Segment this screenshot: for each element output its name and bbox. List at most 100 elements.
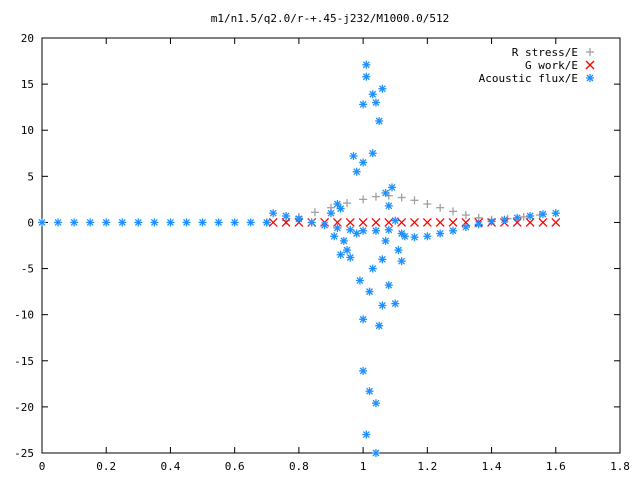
data-point (349, 152, 358, 161)
data-point (118, 218, 127, 227)
data-point (519, 212, 528, 221)
data-point (70, 218, 79, 227)
legend-marker (586, 74, 594, 82)
data-point (262, 218, 271, 227)
data-point (436, 229, 445, 238)
data-point (371, 449, 380, 457)
x-tick-label: 0 (39, 460, 46, 473)
data-point (333, 223, 342, 232)
data-point (551, 217, 561, 227)
data-point (461, 211, 470, 220)
data-point (500, 215, 509, 224)
x-tick-label: 1.6 (546, 460, 566, 473)
data-point (368, 149, 377, 158)
data-point (358, 217, 368, 227)
x-tick-label: 1 (360, 460, 367, 473)
x-tick-label: 0.2 (96, 460, 116, 473)
data-point (282, 211, 291, 220)
data-point (423, 200, 432, 208)
data-point (346, 253, 355, 262)
data-point (449, 226, 458, 235)
x-tick-label: 1.4 (482, 460, 502, 473)
data-point (551, 209, 560, 218)
x-tick-label: 1.2 (417, 460, 437, 473)
data-point (378, 84, 387, 93)
data-point (538, 210, 547, 219)
data-point (343, 199, 352, 208)
data-point (384, 281, 393, 290)
data-point (330, 232, 339, 241)
data-point (365, 287, 374, 296)
data-point (359, 366, 368, 375)
data-point (333, 200, 342, 208)
y-tick-label: -25 (14, 447, 34, 460)
data-point (352, 229, 361, 238)
plot-frame (41, 37, 621, 454)
data-point (320, 221, 329, 230)
data-point (371, 226, 380, 235)
data-point (410, 233, 419, 242)
data-point (365, 387, 374, 396)
data-point (423, 232, 432, 241)
data-point (346, 225, 355, 234)
data-point (362, 60, 371, 69)
data-point (214, 218, 223, 227)
data-point (336, 204, 345, 213)
data-point (400, 232, 409, 241)
data-point (381, 188, 390, 197)
y-tick-label: -5 (21, 263, 34, 276)
series-2 (38, 60, 560, 457)
y-tick-label: -15 (14, 355, 34, 368)
data-point (230, 218, 239, 227)
data-point (359, 100, 368, 109)
data-point (388, 183, 397, 192)
data-point (166, 218, 175, 227)
legend-label: Acoustic flux/E (479, 72, 578, 85)
data-point (526, 211, 535, 220)
legend-label: R stress/E (512, 46, 578, 59)
data-point (359, 158, 368, 167)
data-point (352, 167, 361, 176)
y-tick-label: 10 (21, 124, 34, 137)
data-point (269, 209, 278, 218)
data-point (410, 217, 419, 227)
data-point (375, 321, 384, 330)
data-point (362, 430, 371, 439)
data-point (246, 218, 255, 227)
data-point (422, 217, 432, 227)
data-point (294, 214, 303, 223)
x-axis: 0 0.2 0.4 0.6 0.8 1 1.2 1.4 1.6 1.8 (39, 38, 630, 473)
data-point (371, 399, 380, 408)
x-tick-label: 0.4 (161, 460, 181, 473)
data-point (435, 217, 445, 227)
data-point (448, 217, 458, 227)
data-point (182, 218, 191, 227)
data-point (384, 217, 394, 227)
data-point (339, 236, 348, 245)
data-point (281, 217, 291, 227)
chart-title: m1/n1.5/q2.0/r-+.45-j232/M1000.0/512 (211, 12, 449, 25)
y-tick-label: -10 (14, 309, 34, 322)
data-point (384, 225, 393, 234)
data-point (336, 250, 345, 259)
data-point (134, 218, 143, 227)
y-tick-label: 0 (27, 216, 34, 229)
x-tick-label: 0.6 (225, 460, 245, 473)
data-point (359, 226, 368, 235)
data-point (394, 246, 403, 255)
data-point (397, 217, 407, 227)
data-point (525, 217, 535, 227)
data-point (307, 218, 316, 227)
data-point (268, 217, 278, 227)
data-point (410, 196, 419, 205)
x-tick-label: 1.8 (610, 460, 630, 473)
data-point (359, 195, 368, 204)
data-point (368, 90, 377, 99)
x-tick-label: 0.8 (289, 460, 309, 473)
y-tick-label: 5 (27, 170, 34, 183)
legend-label: G work/E (525, 59, 578, 72)
data-point (378, 255, 387, 264)
y-tick-label: 20 (21, 32, 34, 45)
